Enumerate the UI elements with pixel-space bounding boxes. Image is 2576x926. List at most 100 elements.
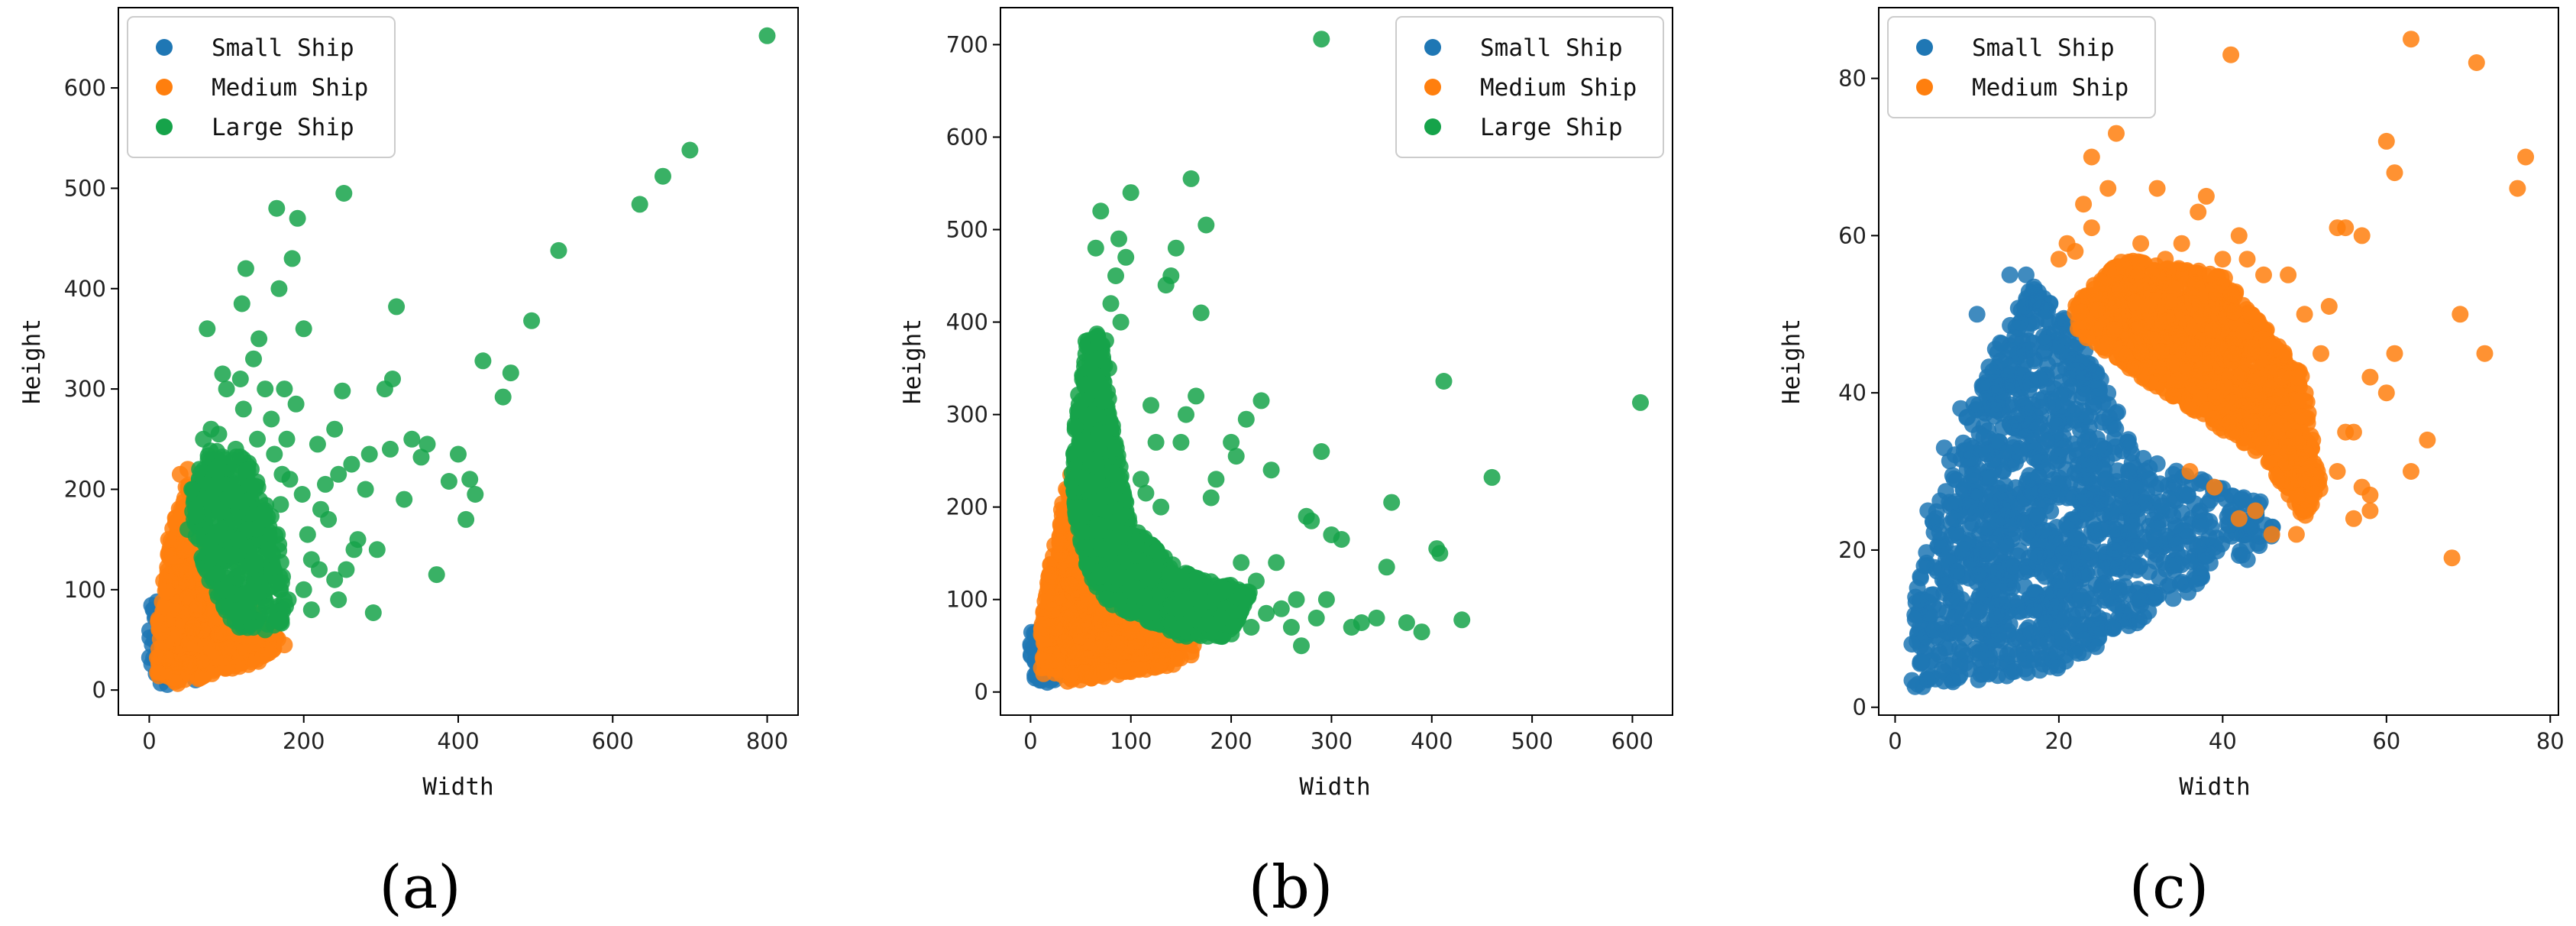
legend-label-medium-ship: Medium Ship xyxy=(1480,74,1637,102)
y-tick-label: 60 xyxy=(1838,222,1867,248)
data-point xyxy=(299,526,316,543)
data-point xyxy=(1147,433,1165,451)
data-point xyxy=(550,241,567,259)
data-point xyxy=(2062,370,2079,387)
points-layer xyxy=(1022,31,1649,691)
data-point xyxy=(1087,239,1104,257)
data-point xyxy=(1041,565,1059,583)
data-point xyxy=(1074,523,1091,541)
data-point xyxy=(255,510,273,528)
data-point xyxy=(326,420,344,438)
data-point xyxy=(1068,617,1086,635)
data-point xyxy=(268,574,286,591)
data-point xyxy=(2046,324,2064,342)
data-point xyxy=(2096,543,2113,561)
x-tick-label: 60 xyxy=(2372,728,2400,754)
data-point xyxy=(1046,618,1063,636)
data-point xyxy=(1233,554,1250,571)
x-axis-title: Width xyxy=(422,773,493,801)
x-tick-label: 400 xyxy=(1411,728,1453,754)
data-point xyxy=(1970,396,1987,413)
y-tick-label: 20 xyxy=(1838,537,1867,563)
data-point xyxy=(202,533,219,550)
data-point xyxy=(1980,470,1997,487)
data-point xyxy=(250,330,268,348)
data-point xyxy=(1093,540,1110,558)
data-point xyxy=(1223,433,1240,451)
data-point xyxy=(326,571,344,588)
data-point xyxy=(156,598,173,616)
x-tick-label: 300 xyxy=(1311,728,1353,754)
data-point xyxy=(157,650,175,667)
data-point xyxy=(1071,435,1088,452)
data-point xyxy=(158,583,176,601)
data-point xyxy=(428,566,445,584)
data-point xyxy=(2058,489,2076,507)
data-point xyxy=(1909,607,1926,624)
data-point xyxy=(196,667,213,685)
data-point xyxy=(214,365,231,383)
points-layer xyxy=(1903,31,2535,695)
y-tick-label: 400 xyxy=(946,309,988,335)
data-point xyxy=(2004,557,2022,575)
data-point xyxy=(2101,520,2119,538)
y-tick-label: 600 xyxy=(946,124,988,150)
data-point xyxy=(1182,646,1200,664)
data-point xyxy=(1094,392,1111,410)
data-point xyxy=(276,380,293,398)
data-point xyxy=(196,654,214,672)
data-point xyxy=(1096,665,1113,682)
legend-label-large-ship: Large Ship xyxy=(1480,114,1623,141)
data-point xyxy=(2070,645,2087,662)
data-point xyxy=(206,461,224,478)
data-point xyxy=(2140,563,2157,581)
data-point xyxy=(523,312,541,329)
data-point xyxy=(461,471,479,488)
data-point xyxy=(1213,609,1230,627)
data-point xyxy=(1298,507,1315,525)
data-point xyxy=(2051,469,2068,487)
data-point xyxy=(1343,619,1360,636)
data-point xyxy=(2054,634,2072,652)
data-point xyxy=(1313,31,1330,48)
data-point xyxy=(357,481,374,498)
x-tick-label: 100 xyxy=(1110,728,1152,754)
y-tick-label: 100 xyxy=(64,577,106,603)
data-point xyxy=(283,250,301,267)
data-point xyxy=(382,440,399,458)
data-point xyxy=(1149,542,1165,559)
data-point xyxy=(2008,443,2025,461)
data-point xyxy=(450,445,467,463)
x-tick-label: 400 xyxy=(437,728,479,754)
data-point xyxy=(1217,581,1235,599)
y-tick-label: 500 xyxy=(946,217,988,243)
data-point xyxy=(1090,424,1107,442)
data-point xyxy=(2007,479,2025,497)
x-tick-label: 200 xyxy=(283,728,325,754)
x-tick-label: 0 xyxy=(1023,728,1037,754)
data-point xyxy=(249,430,266,448)
data-point xyxy=(1112,507,1130,524)
panel-caption: (b) xyxy=(1249,853,1333,922)
data-point xyxy=(1181,590,1198,607)
legend-label-large-ship: Large Ship xyxy=(212,114,354,141)
data-point xyxy=(183,481,201,498)
data-point xyxy=(2038,378,2056,396)
data-point xyxy=(153,623,170,641)
x-tick-label: 600 xyxy=(592,728,634,754)
data-point xyxy=(2174,522,2191,539)
data-point xyxy=(1435,373,1453,390)
legend-box xyxy=(1395,16,1664,158)
data-point xyxy=(2016,342,2034,360)
data-point xyxy=(1110,230,1127,248)
data-point xyxy=(1944,673,1962,691)
data-point xyxy=(1084,406,1101,423)
data-point xyxy=(1168,598,1185,615)
data-point xyxy=(1051,536,1068,553)
data-point xyxy=(440,473,457,490)
data-point xyxy=(345,541,363,559)
data-point xyxy=(343,455,360,473)
data-point xyxy=(1383,494,1401,511)
y-axis-title: Height xyxy=(899,319,926,404)
